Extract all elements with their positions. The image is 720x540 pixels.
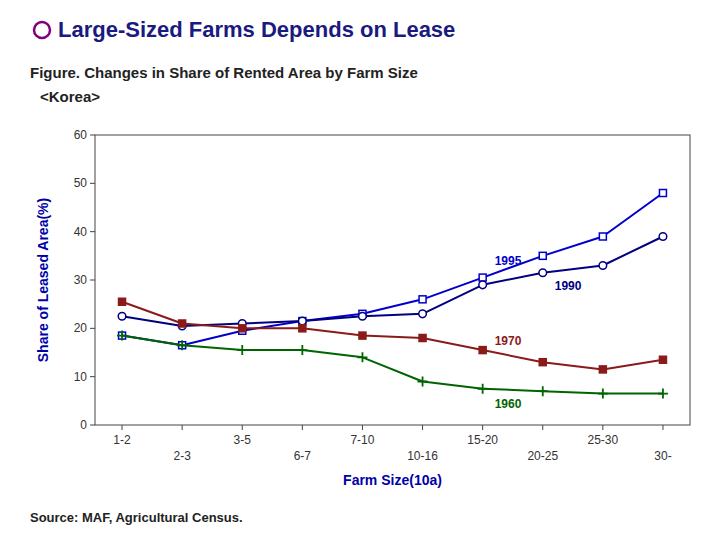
- series-marker: [177, 340, 187, 350]
- x-tick: [662, 425, 663, 430]
- y-tick: [90, 425, 95, 426]
- y-tick-label: 20: [74, 321, 88, 335]
- y-tick: [90, 231, 95, 232]
- x-axis-label: Farm Size(10a): [343, 472, 442, 488]
- series-marker: [599, 366, 606, 373]
- y-axis-label: Share of Leased Area(%): [35, 198, 51, 362]
- x-tick: [422, 425, 423, 430]
- series-line: [122, 193, 663, 345]
- x-tick: [482, 425, 483, 430]
- subtitle: Figure. Changes in Share of Rented Area …: [30, 64, 418, 81]
- series-label: 1995: [495, 254, 522, 268]
- series-marker: [237, 345, 247, 355]
- series-marker: [359, 332, 366, 339]
- series-line: [122, 237, 663, 326]
- series-marker: [359, 312, 367, 320]
- series-marker: [658, 389, 668, 399]
- series-marker: [119, 298, 126, 305]
- series-marker: [299, 317, 307, 325]
- y-tick-label: 30: [74, 273, 88, 287]
- series-marker: [117, 331, 127, 341]
- series-line: [122, 302, 663, 370]
- series-marker: [659, 356, 666, 363]
- x-tick: [602, 425, 603, 430]
- series-marker: [598, 389, 608, 399]
- series-marker: [539, 359, 546, 366]
- source: Source: MAF, Agricultural Census.: [30, 510, 243, 525]
- series-marker: [538, 386, 548, 396]
- x-tick-label: 10-16: [407, 449, 438, 463]
- series-marker: [659, 190, 666, 197]
- series-marker: [479, 347, 486, 354]
- series-marker: [599, 262, 607, 270]
- x-tick: [182, 425, 183, 430]
- series-marker: [179, 320, 186, 327]
- x-tick: [122, 425, 123, 430]
- series-line: [122, 336, 663, 394]
- y-tick: [90, 328, 95, 329]
- series-marker: [299, 325, 306, 332]
- y-tick: [90, 376, 95, 377]
- subtitle: <Korea>: [40, 88, 100, 105]
- series-marker: [419, 335, 426, 342]
- series-marker: [479, 281, 487, 289]
- x-tick-label: 3-5: [234, 433, 252, 447]
- y-tick-label: 40: [74, 225, 88, 239]
- series-marker: [539, 252, 546, 259]
- series-group: [117, 190, 668, 399]
- plot-area: [95, 135, 690, 425]
- series-marker: [118, 312, 126, 320]
- x-tick: [302, 425, 303, 430]
- x-tick-label: 2-3: [173, 449, 191, 463]
- series-marker: [357, 352, 367, 362]
- series-marker: [479, 274, 486, 281]
- y-tick-label: 0: [80, 418, 87, 432]
- x-tick: [542, 425, 543, 430]
- series-marker: [419, 310, 427, 318]
- series-marker: [478, 384, 488, 394]
- y-tick: [90, 135, 95, 136]
- x-tick-label: 20-25: [527, 449, 558, 463]
- series-marker: [419, 296, 426, 303]
- y-tick-label: 50: [74, 176, 88, 190]
- x-tick-label: 7-10: [350, 433, 374, 447]
- x-tick-label: 15-20: [467, 433, 498, 447]
- x-tick-label: 30-: [654, 449, 671, 463]
- series-marker: [599, 233, 606, 240]
- series-marker: [297, 345, 307, 355]
- series-marker: [539, 269, 547, 277]
- x-tick-label: 1-2: [113, 433, 131, 447]
- title: Large-Sized Farms Depends on Lease: [58, 17, 455, 42]
- title-bullet: [34, 22, 50, 38]
- series-label: 1960: [495, 397, 522, 411]
- series-marker: [659, 233, 667, 241]
- series-label: 1990: [555, 279, 582, 293]
- y-tick-label: 60: [74, 128, 88, 142]
- x-tick-label: 6-7: [294, 449, 312, 463]
- series-label: 1970: [495, 334, 522, 348]
- series-marker: [299, 318, 306, 325]
- chart: Large-Sized Farms Depends on Lease Figure…: [0, 0, 720, 540]
- y-tick-label: 10: [74, 370, 88, 384]
- series-marker: [239, 325, 246, 332]
- x-tick: [242, 425, 243, 430]
- series-marker: [418, 377, 428, 387]
- x-tick: [362, 425, 363, 430]
- x-tick-label: 25-30: [588, 433, 619, 447]
- series-labels: 1995 1990 1970 1960: [495, 254, 582, 411]
- y-tick: [90, 183, 95, 184]
- y-tick: [90, 280, 95, 281]
